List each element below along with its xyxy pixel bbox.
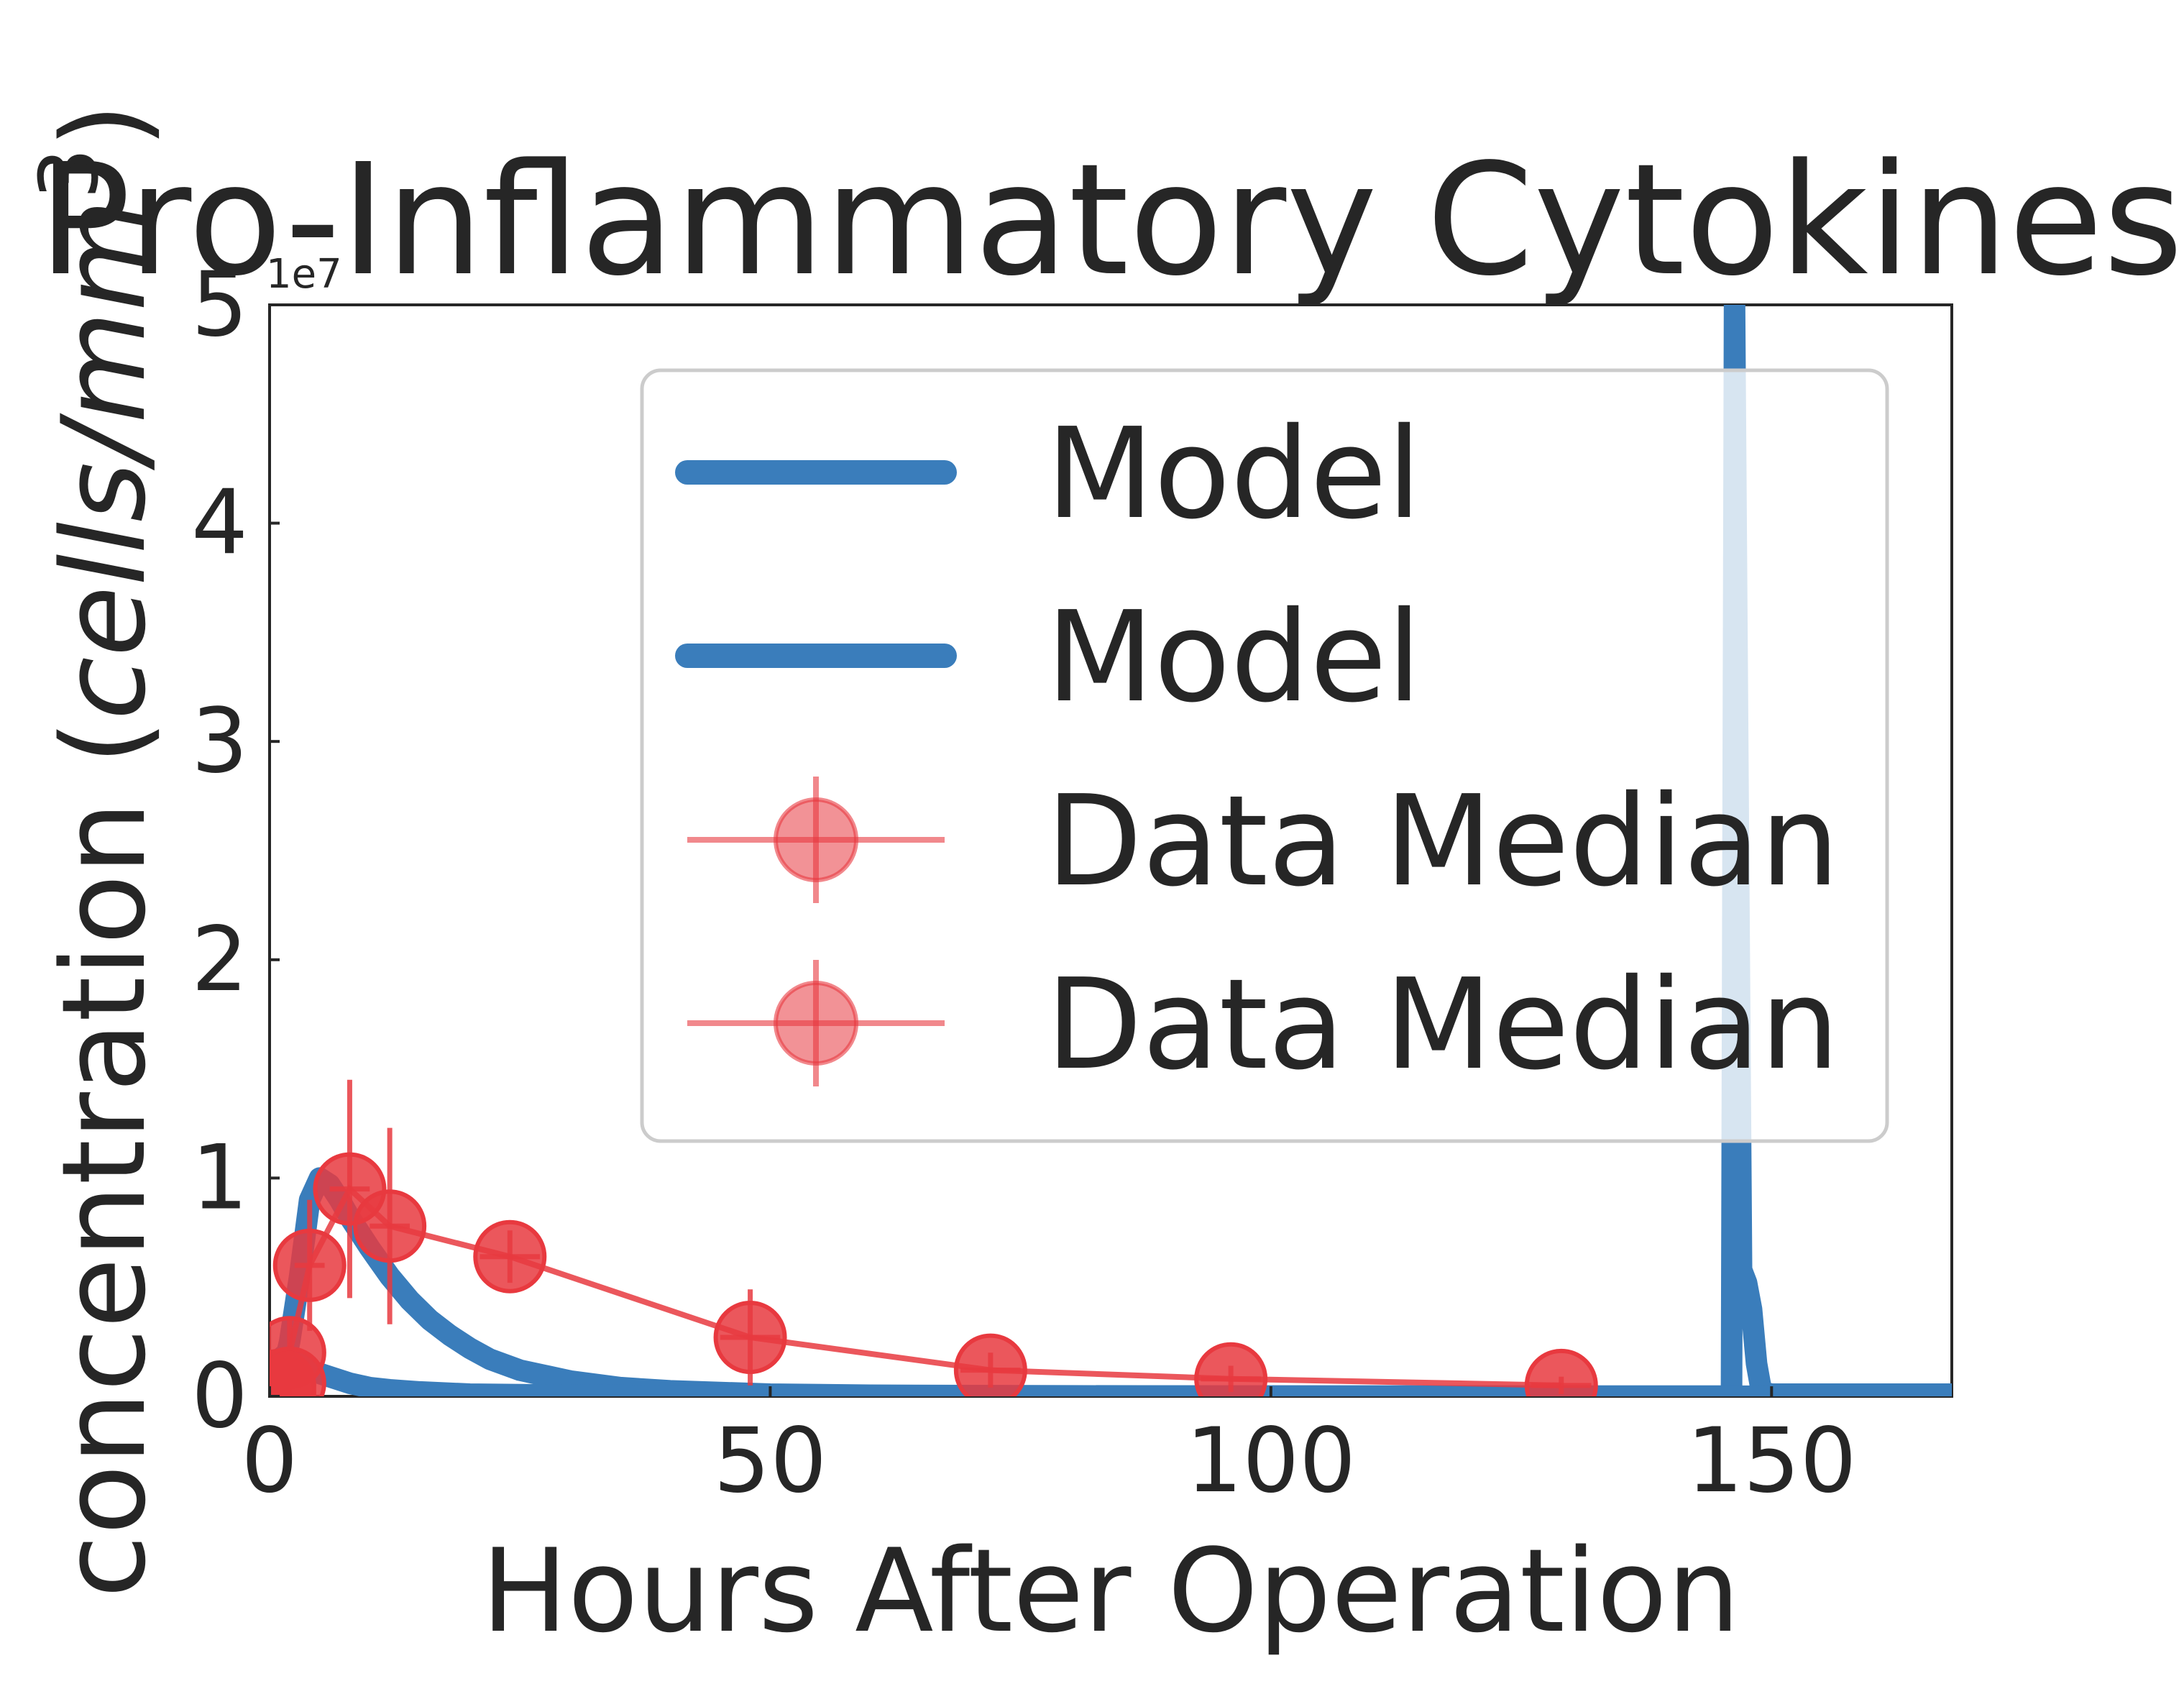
y-offset-label: 1e7 (266, 251, 342, 298)
x-tick-label: 100 (1186, 1409, 1357, 1513)
y-axis-label-prefix: concentration ( (37, 720, 171, 1598)
data-point (1524, 1348, 1598, 1396)
y-axis-label-exponent: 3 (23, 148, 116, 199)
data-point (1194, 1342, 1268, 1396)
data-series-4 (270, 1346, 326, 1396)
data-layer (270, 305, 1952, 1396)
chart-title: Pro-Inflammatory Cytokines (38, 131, 2183, 310)
data-median-line (277, 1184, 1561, 1388)
legend: Model Model Data Median Data Median (640, 368, 1889, 1143)
legend-entry: Data Median (687, 769, 1840, 915)
y-axis-label-suffix: ) (37, 103, 171, 147)
y-tick-label: 0 (191, 1345, 248, 1448)
legend-label: Data Median (1046, 952, 1840, 1098)
y-tick-label: 5 (191, 253, 248, 357)
x-tick-label: 150 (1687, 1409, 1857, 1513)
data-series-3 (270, 1079, 1598, 1396)
data-point (272, 1228, 347, 1302)
y-axis-label-units: cells/mm (37, 199, 171, 720)
x-ticks: 0 50 100 150 (242, 1386, 1857, 1513)
y-tick-label: 2 (191, 908, 248, 1012)
x-axis-label: Hours After Operation (482, 1524, 1740, 1658)
data-point (270, 1346, 326, 1396)
legend-entry: Model (675, 585, 1421, 731)
data-point (473, 1219, 547, 1294)
data-point (953, 1333, 1027, 1396)
y-tick-label: 4 (191, 472, 248, 575)
y-tick-label: 3 (191, 690, 248, 793)
legend-swatch-marker (774, 797, 858, 882)
data-point (353, 1189, 427, 1263)
y-tick-label: 1 (191, 1126, 248, 1230)
legend-label: Data Median (1046, 769, 1840, 915)
x-tick-label: 50 (714, 1409, 827, 1513)
legend-label: Model (1046, 401, 1421, 547)
legend-entry: Model (675, 401, 1421, 547)
y-axis-label: concentration (cells/mm3) (23, 103, 171, 1598)
x-tick-label: 0 (242, 1409, 298, 1513)
legend-frame (640, 368, 1889, 1143)
legend-swatch-marker (774, 981, 858, 1066)
y-ticks: 0 1 2 3 4 5 (191, 253, 280, 1448)
data-point (713, 1301, 787, 1375)
legend-entry: Data Median (687, 952, 1840, 1098)
legend-label: Model (1046, 585, 1421, 731)
